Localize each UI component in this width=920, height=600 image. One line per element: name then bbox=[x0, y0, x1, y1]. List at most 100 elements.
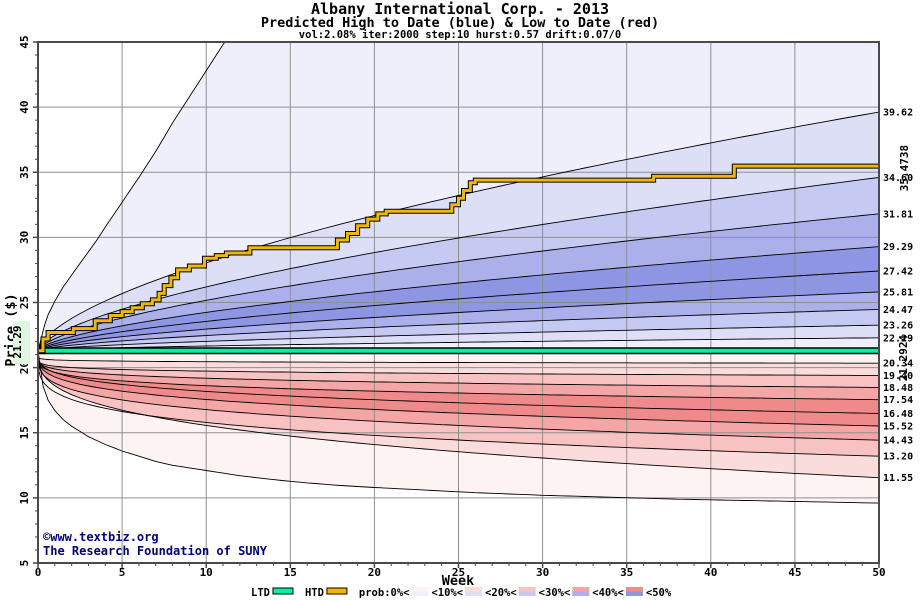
y-tick-label: 40 bbox=[18, 101, 31, 114]
x-tick-label: 10 bbox=[200, 566, 213, 579]
y-tick-label: 20 bbox=[18, 361, 31, 374]
quantile-label-25.81: 25.81 bbox=[883, 287, 913, 298]
y-tick-label: 10 bbox=[18, 491, 31, 504]
x-tick-label: 40 bbox=[704, 566, 717, 579]
ltd-final-label: 21.2924 bbox=[897, 334, 910, 381]
x-tick-label: 25 bbox=[452, 566, 465, 579]
htd-line bbox=[38, 164, 879, 353]
quantile-label-27.42: 27.42 bbox=[883, 266, 913, 277]
x-tick-label: 35 bbox=[620, 566, 633, 579]
quantile-label-15.52: 15.52 bbox=[883, 421, 913, 432]
band-low-9 bbox=[38, 350, 879, 504]
legend-text: prob:0%< bbox=[359, 587, 410, 599]
legend-band-swatch-red bbox=[465, 587, 483, 592]
start-price-label-bg bbox=[13, 321, 30, 364]
legend-band-swatch-blue bbox=[572, 591, 590, 596]
quantile-label-18.48: 18.48 bbox=[883, 383, 913, 394]
band-low-3 bbox=[38, 350, 879, 400]
curve-low-1 bbox=[38, 350, 879, 364]
band-high-2 bbox=[38, 177, 879, 351]
x-tick-label: 30 bbox=[536, 566, 549, 579]
curve-low-7 bbox=[38, 350, 879, 441]
chart-title: Albany International Corp. - 2013 bbox=[311, 0, 609, 18]
curve-high-1 bbox=[38, 111, 879, 351]
copyright-org: The Research Foundation of SUNY bbox=[43, 544, 268, 558]
legend-band-swatch-blue bbox=[518, 591, 536, 596]
curve-low-8 bbox=[38, 350, 879, 457]
quantile-label-19.40: 19.40 bbox=[883, 371, 913, 382]
chart-params: vol:2.08% iter:2000 step:10 hurst:0.57 d… bbox=[299, 29, 621, 41]
y-tick-label: 15 bbox=[18, 426, 31, 439]
curve-high-8 bbox=[38, 324, 879, 352]
curve-low-3 bbox=[38, 350, 879, 388]
legend-band-swatch-red bbox=[572, 587, 590, 592]
curve-low-4 bbox=[38, 350, 879, 401]
curve-high-4 bbox=[38, 246, 879, 352]
curve-high-5 bbox=[38, 270, 879, 352]
grid-lines bbox=[38, 42, 879, 563]
quantile-label-23.26: 23.26 bbox=[883, 321, 913, 332]
y-tick-label: 45 bbox=[18, 35, 31, 48]
curve-high-6 bbox=[38, 291, 879, 352]
quantile-label-24.47: 24.47 bbox=[883, 305, 913, 316]
legend-text: <30%< bbox=[539, 587, 571, 599]
x-tick-label: 20 bbox=[368, 566, 381, 579]
quantile-label-11.55: 11.55 bbox=[883, 473, 913, 484]
htd-final-label: 35.4738 bbox=[898, 145, 911, 191]
curve-high-0 bbox=[38, 42, 226, 351]
legend-text: <40%< bbox=[592, 587, 624, 599]
start-price-label: 21.29 bbox=[11, 325, 24, 358]
curve-high-2 bbox=[38, 177, 879, 351]
quantile-label-29.29: 29.29 bbox=[883, 242, 913, 253]
y-tick-label: 30 bbox=[18, 231, 31, 244]
chart-subtitle: Predicted High to Date (blue) & Low to D… bbox=[261, 15, 659, 31]
band-low-4 bbox=[38, 350, 879, 414]
quantile-label-22.29: 22.29 bbox=[883, 333, 913, 344]
right-quantile-labels: 39.62 34.60 31.81 29.29 27.42 25.81 24.47 23.26… bbox=[883, 108, 913, 485]
curve-low-6 bbox=[38, 350, 879, 427]
legend-text: <20%< bbox=[485, 587, 517, 599]
legend-band-swatch-red bbox=[518, 587, 536, 592]
copyright-url: ©www.textbiz.org bbox=[43, 530, 159, 544]
curve-low-2 bbox=[38, 350, 879, 376]
quantile-label-20.34: 20.34 bbox=[883, 359, 913, 370]
curve-low-5 bbox=[38, 350, 879, 414]
x-tick-label: 15 bbox=[284, 566, 297, 579]
band-low-2 bbox=[38, 350, 879, 388]
quantile-label-31.81: 31.81 bbox=[883, 209, 913, 220]
legend-band-swatch-red bbox=[411, 587, 429, 592]
curve-high-3 bbox=[38, 213, 879, 351]
y-tick-label: 25 bbox=[18, 296, 31, 309]
curve-low-10 bbox=[38, 350, 879, 504]
legend-line-swatch bbox=[326, 587, 348, 595]
legend: LTD HTD prob:0%< <10%< <20%< <30%< <40%< <50% bbox=[251, 587, 672, 599]
y-tick-label: 5 bbox=[18, 560, 31, 567]
curve-low-9 bbox=[38, 350, 879, 479]
series-lines bbox=[38, 163, 879, 355]
quantile-label-39.62: 39.62 bbox=[883, 108, 913, 119]
x-tick-label: 45 bbox=[788, 566, 801, 579]
x-tick-label: 0 bbox=[35, 566, 42, 579]
legend-text: HTD bbox=[305, 587, 324, 599]
legend-text: LTD bbox=[251, 587, 270, 599]
legend-text: <50% bbox=[646, 587, 672, 599]
quantile-label-34.60: 34.60 bbox=[883, 173, 913, 184]
legend-band-swatch-blue bbox=[411, 591, 429, 596]
quantile-curves bbox=[38, 42, 879, 504]
x-tick-label: 5 bbox=[119, 566, 126, 579]
x-tick-label: 50 bbox=[872, 566, 885, 579]
quantile-label-14.43: 14.43 bbox=[883, 436, 913, 447]
quantile-label-16.48: 16.48 bbox=[883, 409, 913, 420]
legend-text: <10%< bbox=[431, 587, 463, 599]
legend-band-swatch-blue bbox=[625, 591, 643, 596]
legend-band-swatch-red bbox=[625, 587, 643, 592]
legend-band-swatch-blue bbox=[465, 591, 483, 596]
legend-line-swatch bbox=[272, 587, 294, 595]
x-axis-title: Week bbox=[442, 573, 475, 589]
axis-ticks bbox=[33, 41, 880, 568]
band-high-0 bbox=[38, 42, 879, 351]
y-tick-label: 35 bbox=[18, 166, 31, 179]
